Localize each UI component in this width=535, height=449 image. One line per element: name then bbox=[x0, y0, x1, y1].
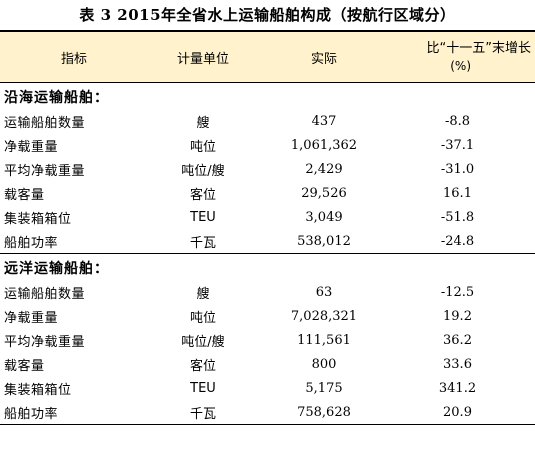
table-row: 载客量 客位 29,526 16.1 bbox=[0, 181, 535, 205]
change-cell: -12.5 bbox=[440, 284, 475, 300]
unit-cell: TEU bbox=[190, 380, 216, 396]
table-title: 表 3 2015年全省水上运输船舶构成（按航行区域分） bbox=[79, 6, 456, 24]
indicator-cell: 船舶功率 bbox=[0, 400, 148, 425]
change-cell: 16.1 bbox=[443, 185, 472, 201]
actual-cell: 538,012 bbox=[258, 229, 390, 254]
table-row: 运输船舶数量 艘 437 -8.8 bbox=[0, 109, 535, 133]
unit-cell: 千瓦 bbox=[148, 229, 258, 254]
change-cell: -37.1 bbox=[440, 137, 475, 153]
table-row: 船舶功率 千瓦 538,012 -24.8 bbox=[0, 229, 535, 254]
unit-cell: TEU bbox=[190, 209, 216, 225]
header-actual: 实际 bbox=[258, 30, 390, 83]
unit-cell: 客位 bbox=[189, 187, 216, 203]
unit-cell: 吨位 bbox=[189, 310, 216, 326]
section-header-row: 远洋运输船舶： bbox=[0, 253, 535, 280]
table-row: 载客量 客位 800 33.6 bbox=[0, 352, 535, 376]
table-row: 集装箱箱位 TEU 5,175 341.2 bbox=[0, 376, 535, 400]
change-cell: 19.2 bbox=[443, 308, 472, 324]
indicator-cell: 集装箱箱位 bbox=[4, 382, 72, 398]
indicator-cell: 船舶功率 bbox=[0, 229, 148, 254]
header-indicator: 指标 bbox=[0, 30, 148, 83]
indicator-cell: 净载重量 bbox=[4, 310, 59, 326]
actual-cell: 437 bbox=[311, 113, 337, 129]
indicator-cell: 运输船舶数量 bbox=[4, 115, 86, 131]
actual-cell: 1,061,362 bbox=[290, 137, 358, 153]
header-change-unit: (%) bbox=[450, 59, 471, 73]
change-cell: -51.8 bbox=[440, 209, 475, 225]
indicator-cell: 平均净载重量 bbox=[4, 334, 86, 350]
actual-cell: 7,028,321 bbox=[290, 308, 358, 324]
table-row: 集装箱箱位 TEU 3,049 -51.8 bbox=[0, 205, 535, 229]
section-label: 远洋运输船舶： bbox=[0, 253, 535, 280]
header-change-label: 比“十一五”末增长 bbox=[426, 41, 531, 56]
unit-cell: 客位 bbox=[189, 358, 216, 374]
indicator-cell: 集装箱箱位 bbox=[4, 211, 72, 227]
unit-cell: 艘 bbox=[196, 286, 210, 302]
vessel-composition-table: 指标 计量单位 实际 比“十一五”末增长 (%) 沿海运输船舶： 运输船舶数量艘 4… bbox=[0, 30, 535, 425]
header-change: 比“十一五”末增长 (%) bbox=[390, 30, 535, 83]
table-row: 平均净载重量 吨位/艘 111,561 36.2 bbox=[0, 328, 535, 352]
change-cell: 36.2 bbox=[443, 332, 472, 348]
unit-cell: 艘 bbox=[196, 115, 210, 131]
section-header-row: 沿海运输船舶： bbox=[0, 83, 535, 110]
actual-cell: 2,429 bbox=[305, 161, 343, 177]
indicator-cell: 载客量 bbox=[4, 187, 45, 203]
change-cell: -31.0 bbox=[440, 161, 475, 177]
change-cell: -24.8 bbox=[390, 229, 535, 254]
table-row: 平均净载重量 吨位/艘 2,429 -31.0 bbox=[0, 157, 535, 181]
table-row: 船舶功率 千瓦 758,628 20.9 bbox=[0, 400, 535, 425]
table-header-row: 指标 计量单位 实际 比“十一五”末增长 (%) bbox=[0, 30, 535, 83]
change-cell: 20.9 bbox=[390, 400, 535, 425]
indicator-cell: 净载重量 bbox=[4, 139, 59, 155]
unit-cell: 吨位 bbox=[189, 139, 216, 155]
actual-cell: 758,628 bbox=[258, 400, 390, 425]
indicator-cell: 运输船舶数量 bbox=[4, 286, 86, 302]
table-row: 运输船舶数量 艘 63 -12.5 bbox=[0, 280, 535, 304]
actual-cell: 63 bbox=[315, 284, 333, 300]
change-cell: -8.8 bbox=[444, 113, 471, 129]
table-row: 净载重量 吨位 1,061,362 -37.1 bbox=[0, 133, 535, 157]
change-cell: 341.2 bbox=[438, 380, 477, 396]
actual-cell: 29,526 bbox=[301, 185, 347, 201]
indicator-cell: 平均净载重量 bbox=[4, 163, 86, 179]
unit-cell: 千瓦 bbox=[148, 400, 258, 425]
change-cell: 33.6 bbox=[443, 356, 472, 372]
section-label: 沿海运输船舶： bbox=[4, 90, 109, 106]
header-unit: 计量单位 bbox=[148, 30, 258, 83]
table-row: 净载重量 吨位 7,028,321 19.2 bbox=[0, 304, 535, 328]
actual-cell: 800 bbox=[311, 356, 337, 372]
unit-cell: 吨位/艘 bbox=[181, 334, 225, 350]
table-body: 沿海运输船舶： 运输船舶数量艘 437 -8.8 净载重量 吨位 1,061,362 -37.… bbox=[0, 83, 535, 425]
actual-cell: 5,175 bbox=[305, 380, 343, 396]
actual-cell: 111,561 bbox=[297, 332, 351, 348]
indicator-cell: 载客量 bbox=[4, 358, 45, 374]
actual-cell: 3,049 bbox=[305, 209, 343, 225]
unit-cell: 吨位/艘 bbox=[181, 163, 225, 179]
